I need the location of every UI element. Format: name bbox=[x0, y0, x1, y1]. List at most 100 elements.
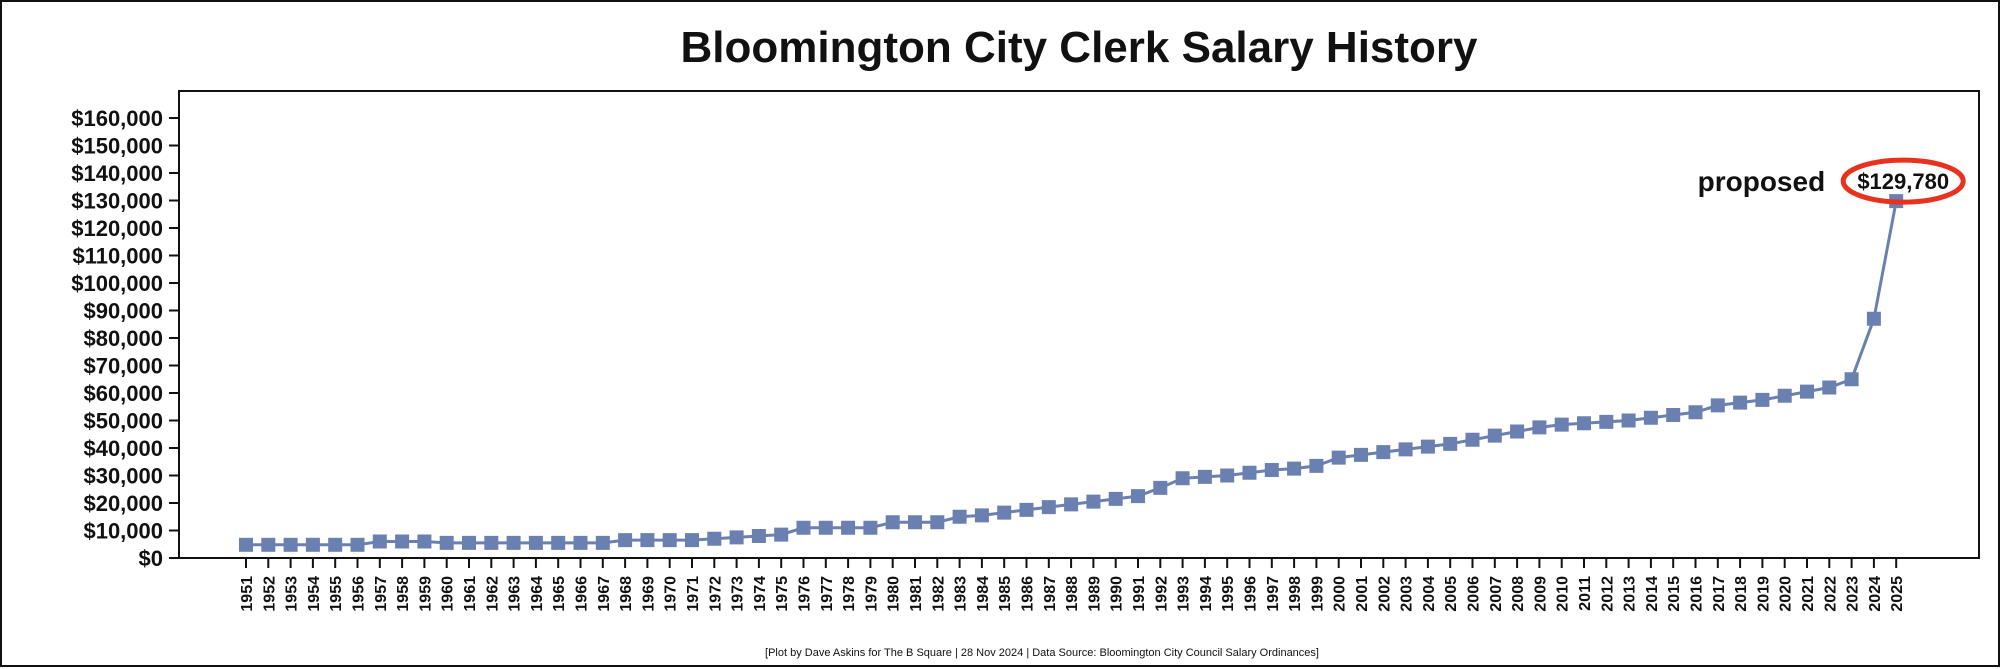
data-point bbox=[283, 537, 298, 552]
data-point bbox=[1777, 388, 1792, 403]
data-point bbox=[1354, 447, 1368, 462]
x-tick-label: 1954 bbox=[306, 576, 323, 612]
data-point bbox=[1554, 417, 1569, 432]
x-tick-label: 1992 bbox=[1153, 576, 1170, 612]
x-tick-label: 1994 bbox=[1198, 576, 1215, 612]
data-point bbox=[685, 533, 699, 548]
x-tick-label: 1989 bbox=[1086, 576, 1103, 612]
x-tick-label: 1978 bbox=[841, 576, 858, 612]
x-tick-label: 1991 bbox=[1131, 576, 1148, 612]
x-tick-label: 1985 bbox=[997, 576, 1014, 612]
data-point bbox=[1487, 428, 1502, 443]
x-tick-label: 2006 bbox=[1466, 576, 1483, 612]
x-tick-label: 2016 bbox=[1689, 576, 1706, 612]
y-tick-label: $150,000 bbox=[71, 134, 163, 159]
data-point bbox=[1643, 410, 1658, 425]
x-tick-label: 2014 bbox=[1644, 576, 1661, 612]
x-tick-label: 2017 bbox=[1711, 576, 1728, 612]
data-point bbox=[1465, 432, 1480, 447]
x-tick-label: 2015 bbox=[1666, 576, 1683, 612]
data-point bbox=[751, 529, 766, 543]
y-tick-label: $140,000 bbox=[71, 161, 163, 186]
data-point bbox=[1844, 372, 1859, 387]
x-tick-label: 1962 bbox=[484, 576, 501, 612]
data-point bbox=[1197, 469, 1212, 484]
y-tick-label: $160,000 bbox=[71, 106, 163, 131]
data-point bbox=[551, 535, 566, 550]
x-tick-label: 1953 bbox=[284, 576, 301, 612]
x-tick-label: 1995 bbox=[1220, 576, 1237, 612]
data-point bbox=[462, 535, 476, 550]
y-tick-label: $30,000 bbox=[83, 464, 163, 489]
data-point bbox=[1242, 465, 1257, 480]
x-axis: 1951 1952 1953 1954 1955 1956 1957 1958 1959 1960… bbox=[239, 558, 1906, 612]
data-point bbox=[328, 537, 343, 552]
data-point bbox=[1309, 458, 1324, 473]
x-tick-label: 1957 bbox=[373, 576, 390, 612]
x-tick-label: 2002 bbox=[1376, 576, 1393, 612]
data-point bbox=[952, 509, 967, 524]
data-point bbox=[1621, 413, 1636, 428]
x-tick-label: 2010 bbox=[1555, 576, 1572, 612]
x-tick-label: 1967 bbox=[596, 576, 613, 612]
x-tick-label: 1980 bbox=[886, 576, 903, 612]
data-point bbox=[1019, 502, 1034, 517]
y-tick-label: $20,000 bbox=[83, 491, 163, 516]
x-tick-label: 2005 bbox=[1443, 576, 1460, 612]
x-tick-label: 1961 bbox=[462, 576, 479, 612]
highlight-circle bbox=[1840, 157, 1966, 205]
data-point bbox=[818, 520, 833, 535]
data-point bbox=[372, 534, 387, 549]
x-tick-label: 1971 bbox=[685, 576, 702, 612]
data-point bbox=[1264, 463, 1279, 477]
data-point bbox=[1041, 500, 1056, 515]
x-tick-label: 1996 bbox=[1243, 576, 1260, 612]
y-tick-label: $0 bbox=[139, 546, 163, 571]
x-tick-label: 2013 bbox=[1622, 576, 1639, 612]
data-point bbox=[1064, 497, 1079, 512]
x-tick-label: 2022 bbox=[1822, 576, 1839, 612]
data-point bbox=[863, 520, 878, 535]
data-point bbox=[1376, 445, 1391, 460]
x-tick-label: 1963 bbox=[507, 576, 524, 612]
x-tick-label: 1972 bbox=[707, 576, 724, 612]
x-tick-label: 2021 bbox=[1800, 576, 1817, 612]
data-point bbox=[1331, 450, 1346, 465]
data-point bbox=[1822, 380, 1837, 395]
x-tick-label: 2012 bbox=[1599, 576, 1616, 612]
x-tick-label: 1966 bbox=[574, 576, 591, 612]
data-point bbox=[1287, 461, 1302, 476]
x-tick-label: 1973 bbox=[730, 576, 747, 612]
y-tick-label: $10,000 bbox=[83, 519, 163, 544]
x-tick-label: 1955 bbox=[328, 576, 345, 612]
data-point bbox=[595, 535, 610, 550]
data-point bbox=[1131, 489, 1145, 504]
data-point bbox=[395, 534, 410, 549]
plot-area bbox=[178, 90, 1980, 559]
x-tick-label: 1969 bbox=[640, 576, 657, 612]
x-tick-label: 2008 bbox=[1510, 576, 1527, 612]
data-point bbox=[1220, 468, 1235, 483]
x-tick-label: 1956 bbox=[351, 576, 368, 612]
data-point bbox=[1532, 420, 1547, 435]
data-point bbox=[1666, 408, 1681, 422]
data-point bbox=[1175, 471, 1190, 486]
x-tick-label: 2024 bbox=[1867, 576, 1884, 612]
data-point bbox=[774, 527, 789, 542]
y-axis: $0$10,000 $20,000$30,000 $40,000$50,000 $60… bbox=[71, 106, 179, 571]
series-line bbox=[246, 200, 1898, 547]
data-point bbox=[261, 537, 276, 552]
x-tick-label: 1984 bbox=[975, 576, 992, 612]
x-tick-label: 1983 bbox=[953, 576, 970, 612]
x-tick-label: 1997 bbox=[1265, 576, 1282, 612]
data-point bbox=[662, 533, 677, 548]
data-point bbox=[796, 520, 811, 535]
data-point bbox=[640, 533, 655, 548]
x-tick-label: 1964 bbox=[529, 576, 546, 612]
y-tick-label: $80,000 bbox=[83, 326, 163, 351]
proposed-annotation: $129,780 proposed bbox=[1698, 157, 1966, 205]
data-point bbox=[573, 535, 588, 550]
x-tick-label: 2003 bbox=[1399, 576, 1416, 612]
x-tick-label: 1981 bbox=[908, 576, 925, 612]
